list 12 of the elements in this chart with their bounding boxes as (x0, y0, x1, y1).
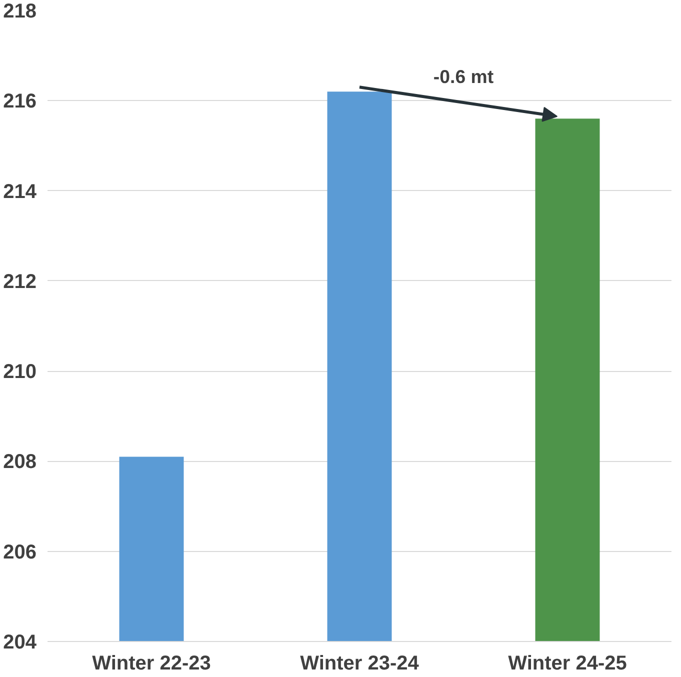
y-tick-label: 210 (3, 361, 37, 384)
y-tick-label: 214 (3, 180, 38, 203)
y-tick-label: 218 (3, 0, 37, 22)
y-tick-label: 204 (3, 632, 38, 654)
y-tick-label: 212 (3, 270, 37, 293)
x-tick-label: Winter 24-25 (508, 652, 627, 674)
x-tick-label: Winter 22-23 (92, 652, 211, 674)
y-tick-label: 216 (3, 90, 37, 113)
annotation: -0.6 mt (433, 66, 494, 88)
x-tick-label: Winter 23-24 (300, 652, 420, 674)
y-tick-label: 206 (3, 541, 37, 564)
y-tick-label: 208 (3, 451, 37, 474)
